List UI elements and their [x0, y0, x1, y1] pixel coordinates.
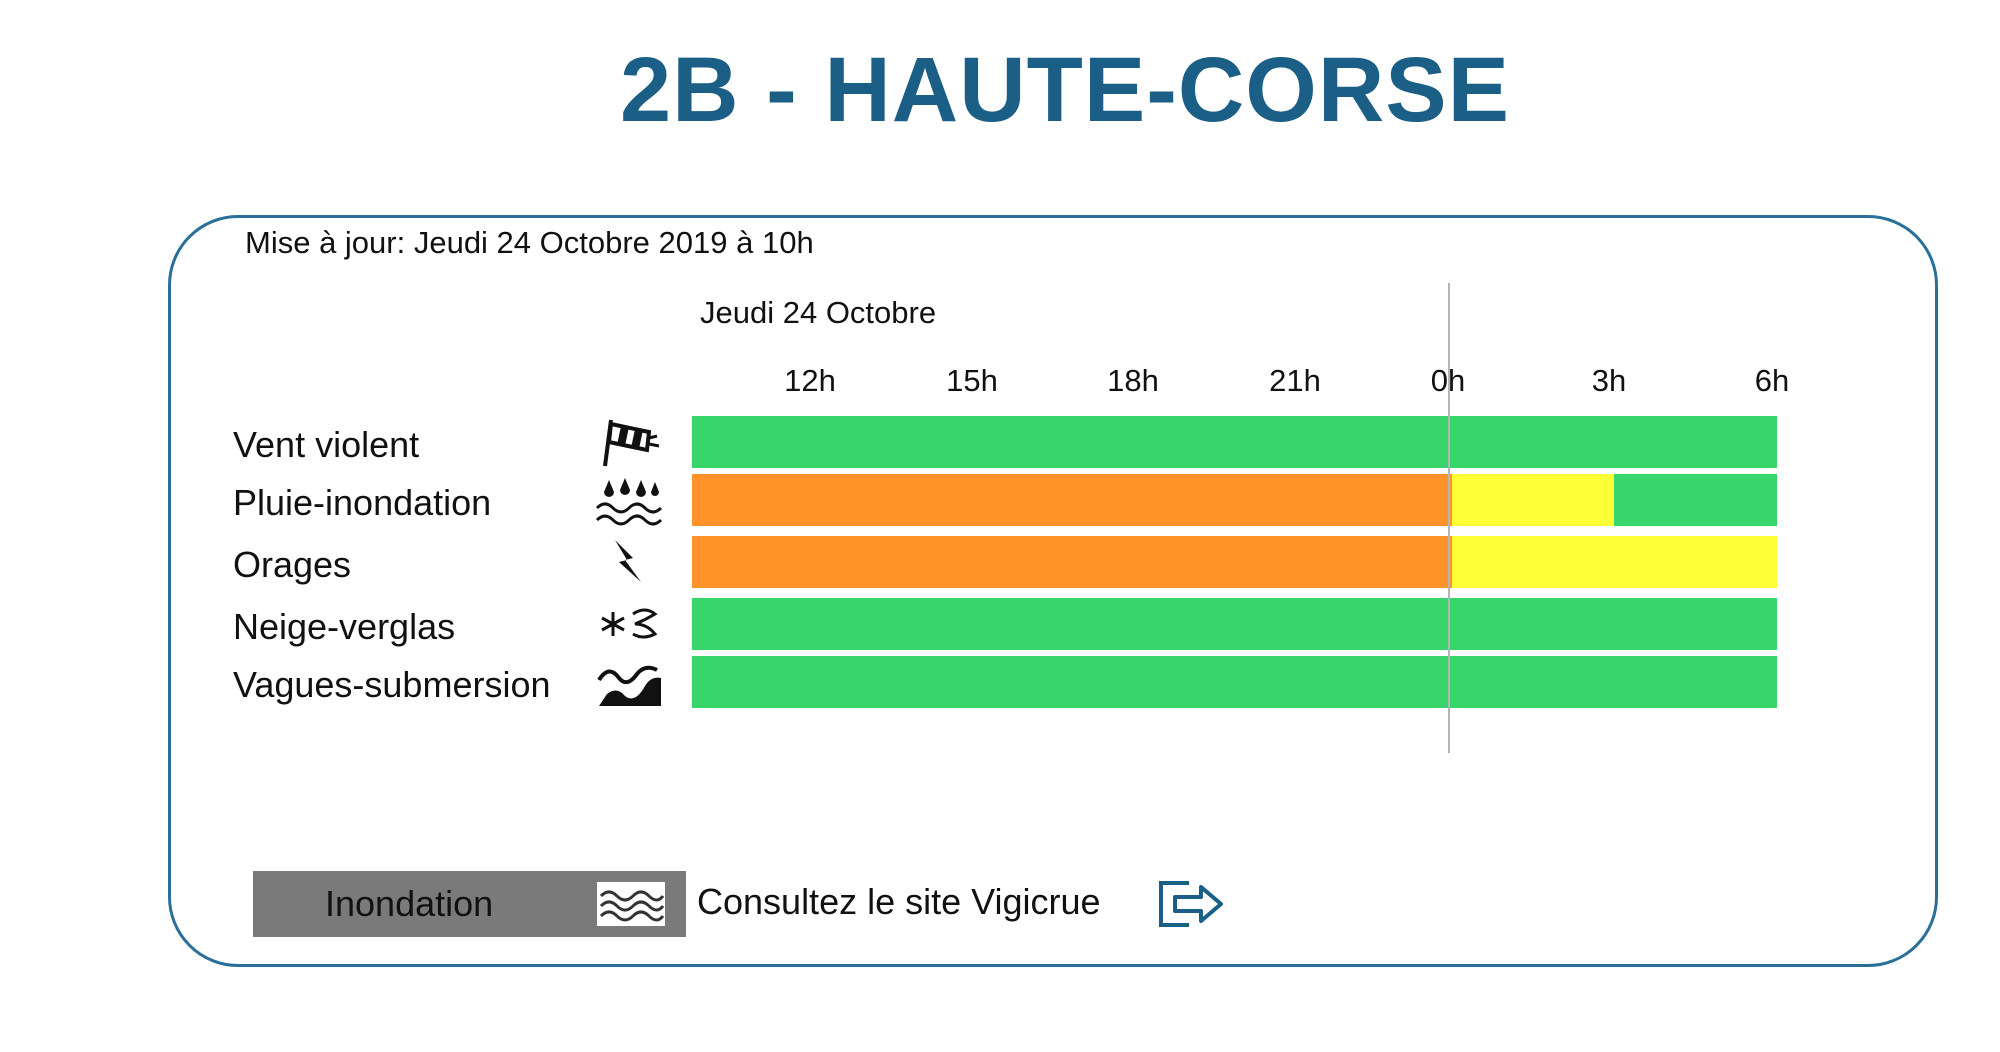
risk-label-orages: Orages	[233, 544, 352, 585]
timeline-segment-vert	[692, 598, 1777, 650]
risk-timeline-bar	[692, 416, 1777, 468]
timeline-segment-vert	[692, 656, 1777, 708]
midnight-divider-line	[1448, 283, 1450, 753]
timeline-segment-jaune	[1451, 536, 1777, 588]
risk-label-neige-verglas: Neige-verglas	[233, 606, 456, 647]
page-title: 2B - HAUTE-CORSE	[619, 39, 1511, 141]
timeline-segment-orange	[692, 536, 1452, 588]
timeline-segment-vert	[1614, 474, 1777, 526]
vigilance-panel	[168, 215, 1938, 967]
timeline-segment-jaune	[1451, 474, 1615, 526]
hour-tick-label: 15h	[946, 363, 998, 398]
wave-icon	[595, 656, 665, 712]
hour-tick-label: 6h	[1754, 363, 1790, 398]
rain-flood-icon	[595, 474, 665, 530]
hour-tick-label: 3h	[1591, 363, 1627, 398]
wind-sock-icon	[595, 416, 665, 472]
snow-ice-icon	[595, 598, 665, 654]
risk-timeline-bar	[692, 536, 1777, 588]
risk-timeline-bar	[692, 598, 1777, 650]
hour-tick-label: 18h	[1107, 363, 1159, 398]
hour-tick-label: 12h	[784, 363, 836, 398]
day-label: Jeudi 24 Octobre	[700, 295, 937, 330]
exit-arrow-icon[interactable]	[1155, 877, 1227, 931]
hour-axis: 12h 15h 18h 21h 0h 3h 6h	[0, 363, 2000, 403]
flood-waves-icon	[597, 882, 665, 926]
risk-timeline-bar	[692, 474, 1777, 526]
update-timestamp: Mise à jour: Jeudi 24 Octobre 2019 à 10h	[245, 225, 814, 260]
hour-tick-label: 0h	[1430, 363, 1466, 398]
inondation-legend[interactable]: Inondation	[253, 871, 686, 937]
vigicrue-link[interactable]: Consultez le site Vigicrue	[697, 881, 1101, 922]
timeline-segment-vert	[692, 416, 1777, 468]
hour-tick-label: 21h	[1269, 363, 1321, 398]
inondation-label: Inondation	[325, 883, 494, 924]
risk-label-vagues-submersion: Vagues-submersion	[233, 664, 551, 705]
risk-label-vent-violent: Vent violent	[233, 424, 420, 465]
risk-timeline-bar	[692, 656, 1777, 708]
timeline-segment-orange	[692, 474, 1452, 526]
lightning-icon	[595, 536, 665, 592]
risk-label-pluie-inondation: Pluie-inondation	[233, 482, 492, 523]
